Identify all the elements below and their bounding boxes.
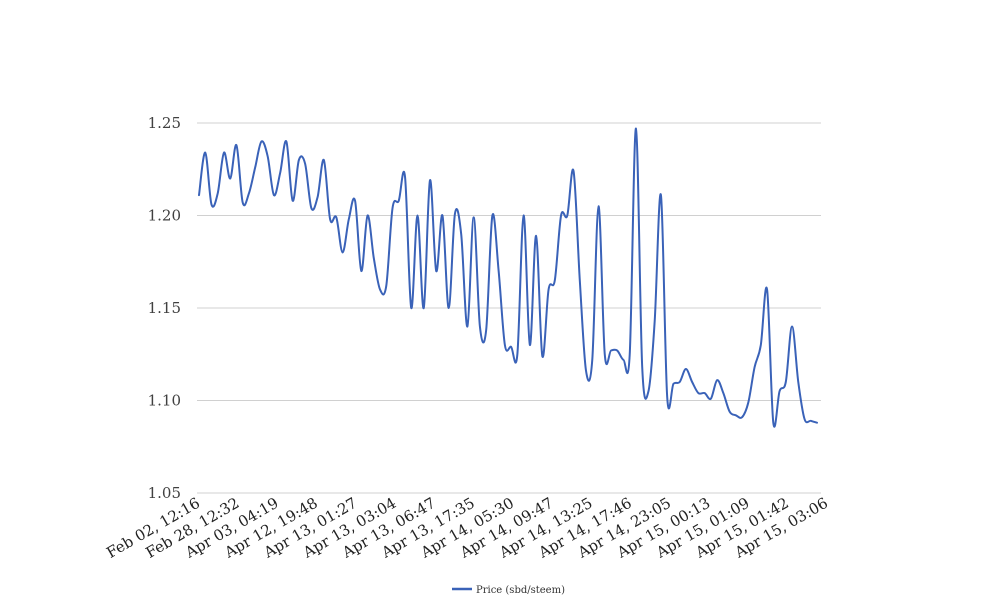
- y-tick-label: 1.05: [148, 484, 181, 502]
- y-tick-label: 1.25: [148, 114, 181, 132]
- y-tick-label: 1.10: [148, 392, 181, 410]
- series-layer: [198, 127, 818, 428]
- y-axis-ticks: 1.05 1.10 1.15 1.20 1.25: [148, 114, 181, 502]
- series-line: [198, 127, 818, 428]
- y-tick-label: 1.15: [148, 299, 181, 317]
- gridlines: [197, 122, 821, 494]
- legend: Price (sbd/steem): [452, 585, 565, 596]
- legend-label: Price (sbd/steem): [476, 585, 565, 596]
- y-tick-label: 1.20: [148, 207, 181, 225]
